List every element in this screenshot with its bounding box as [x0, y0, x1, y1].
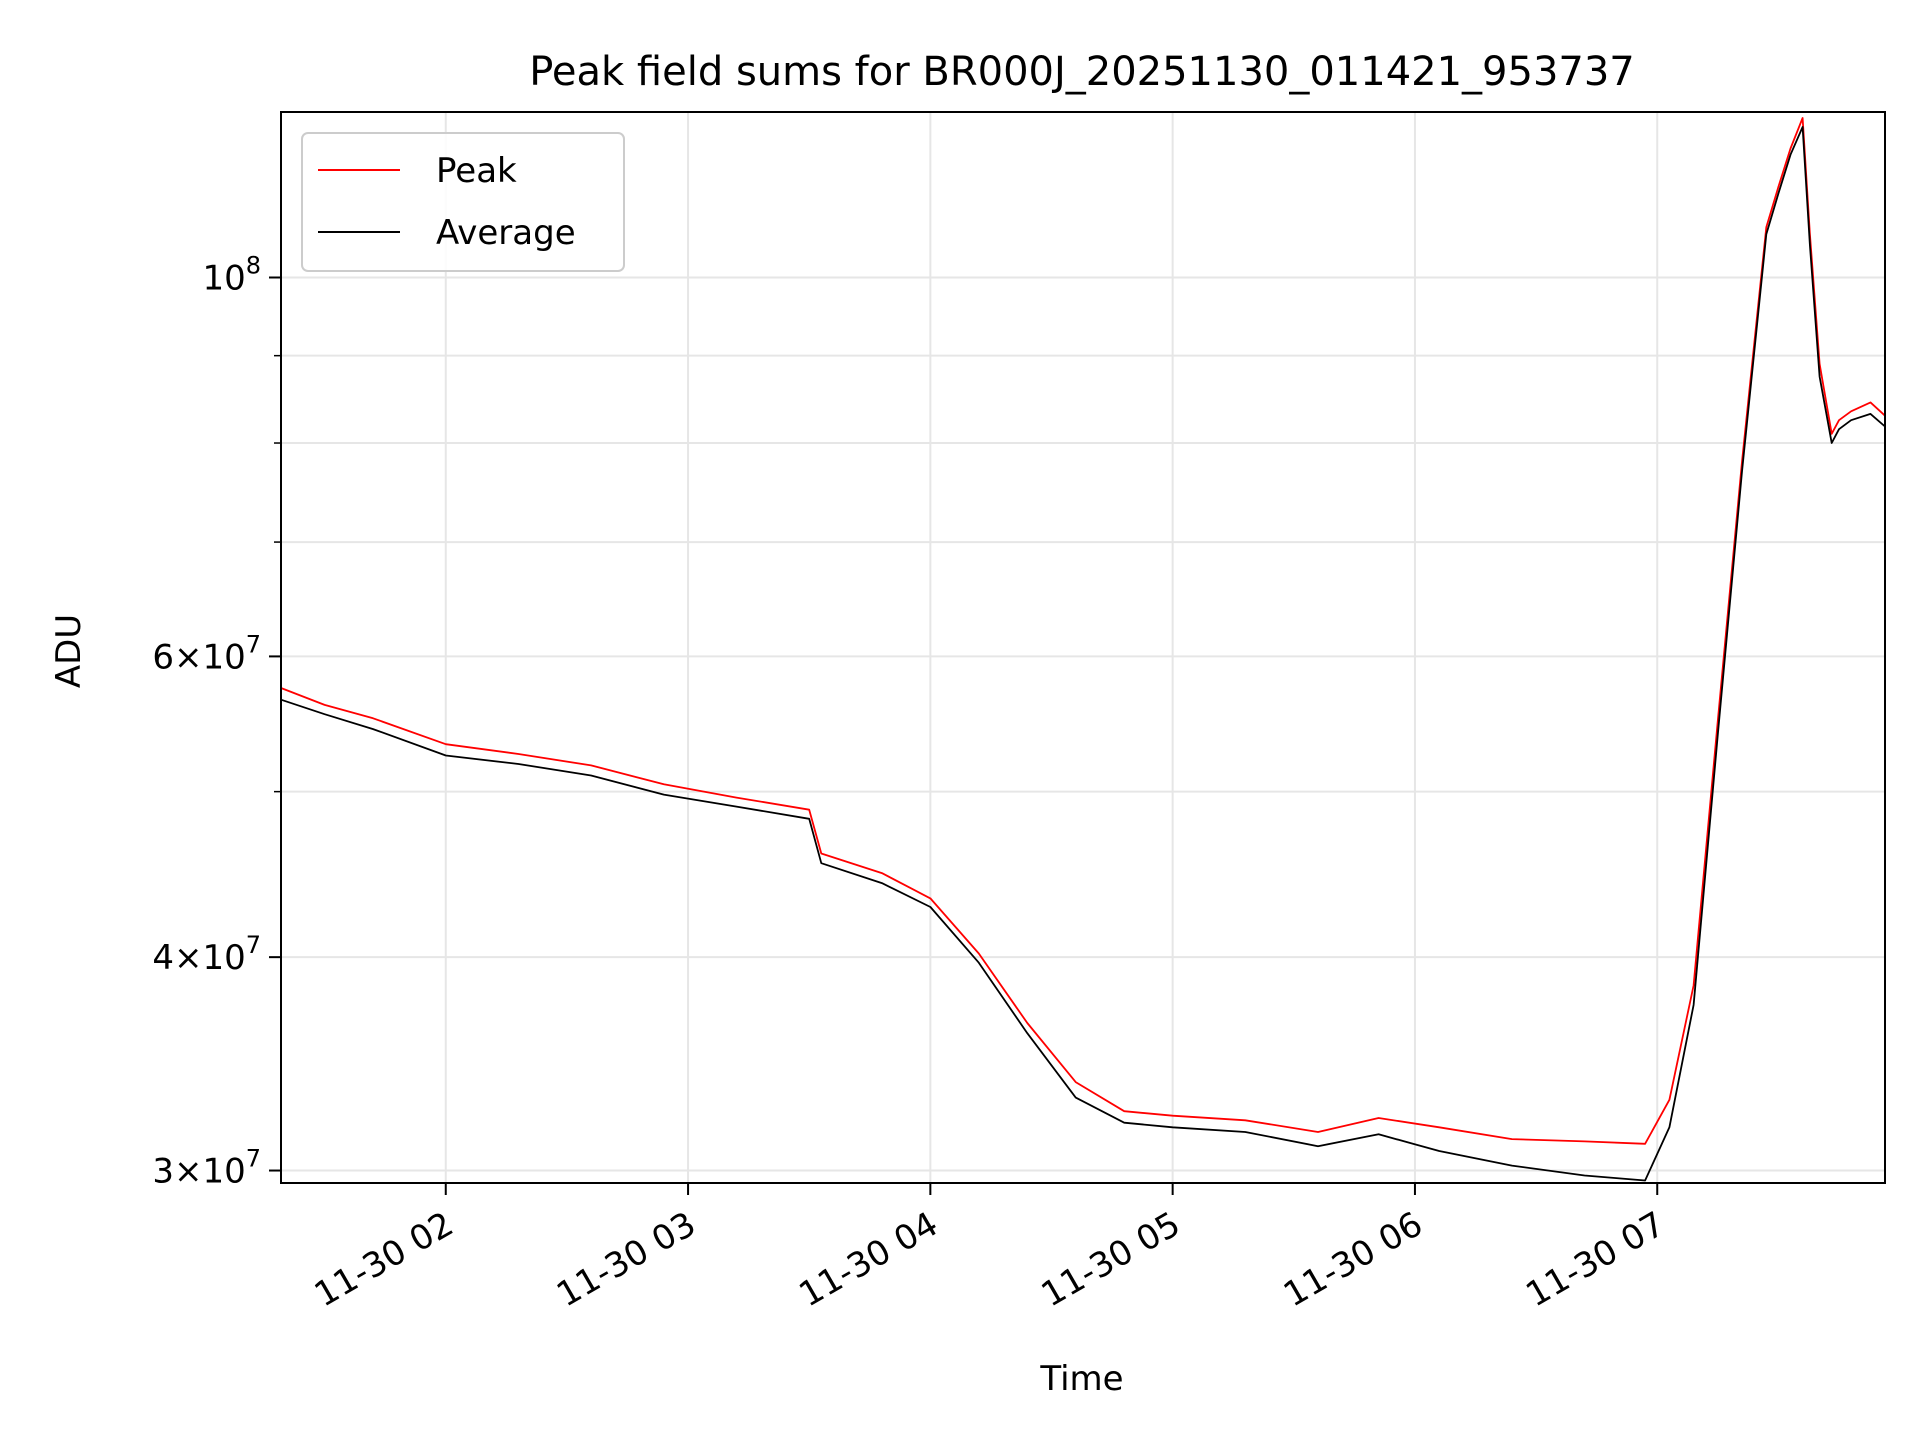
y-tick-base: 6: [152, 637, 174, 677]
y-tick-label: 3×107: [152, 1145, 261, 1192]
y-tick-exponent: 8: [246, 252, 261, 280]
y-tick-base: 10: [202, 259, 245, 299]
y-tick-times: ×: [174, 1152, 203, 1192]
y-tick-label: 6×107: [152, 630, 261, 677]
plot-frame: [280, 111, 1886, 1184]
y-tick-ten: 10: [202, 1152, 245, 1192]
legend: Peak Average: [301, 132, 625, 272]
series-line-average: [280, 126, 1886, 1182]
y-tick-exponent: 7: [246, 931, 261, 959]
y-tick-ten: 10: [202, 938, 245, 978]
y-tick-base: 4: [152, 938, 174, 978]
y-tick-times: ×: [174, 938, 203, 978]
y-tick-exponent: 7: [246, 1145, 261, 1173]
grid: [281, 112, 1885, 1183]
y-tick-ten: 10: [202, 637, 245, 677]
y-tick-times: ×: [174, 637, 203, 677]
y-tick-label: 4×107: [152, 931, 261, 978]
y-tick-label: 108: [202, 252, 261, 299]
legend-label-peak: Peak: [436, 151, 517, 191]
series-layer: [280, 117, 1886, 1182]
chart-title: Peak field sums for BR000J_20251130_0114…: [529, 49, 1635, 95]
legend-label-average: Average: [436, 213, 576, 253]
y-tick-exponent: 7: [246, 630, 261, 658]
x-axis-label: Time: [1039, 1359, 1123, 1399]
legend-box: [301, 132, 625, 272]
y-tick-base: 3: [152, 1152, 174, 1192]
y-axis-label: ADU: [49, 614, 89, 688]
